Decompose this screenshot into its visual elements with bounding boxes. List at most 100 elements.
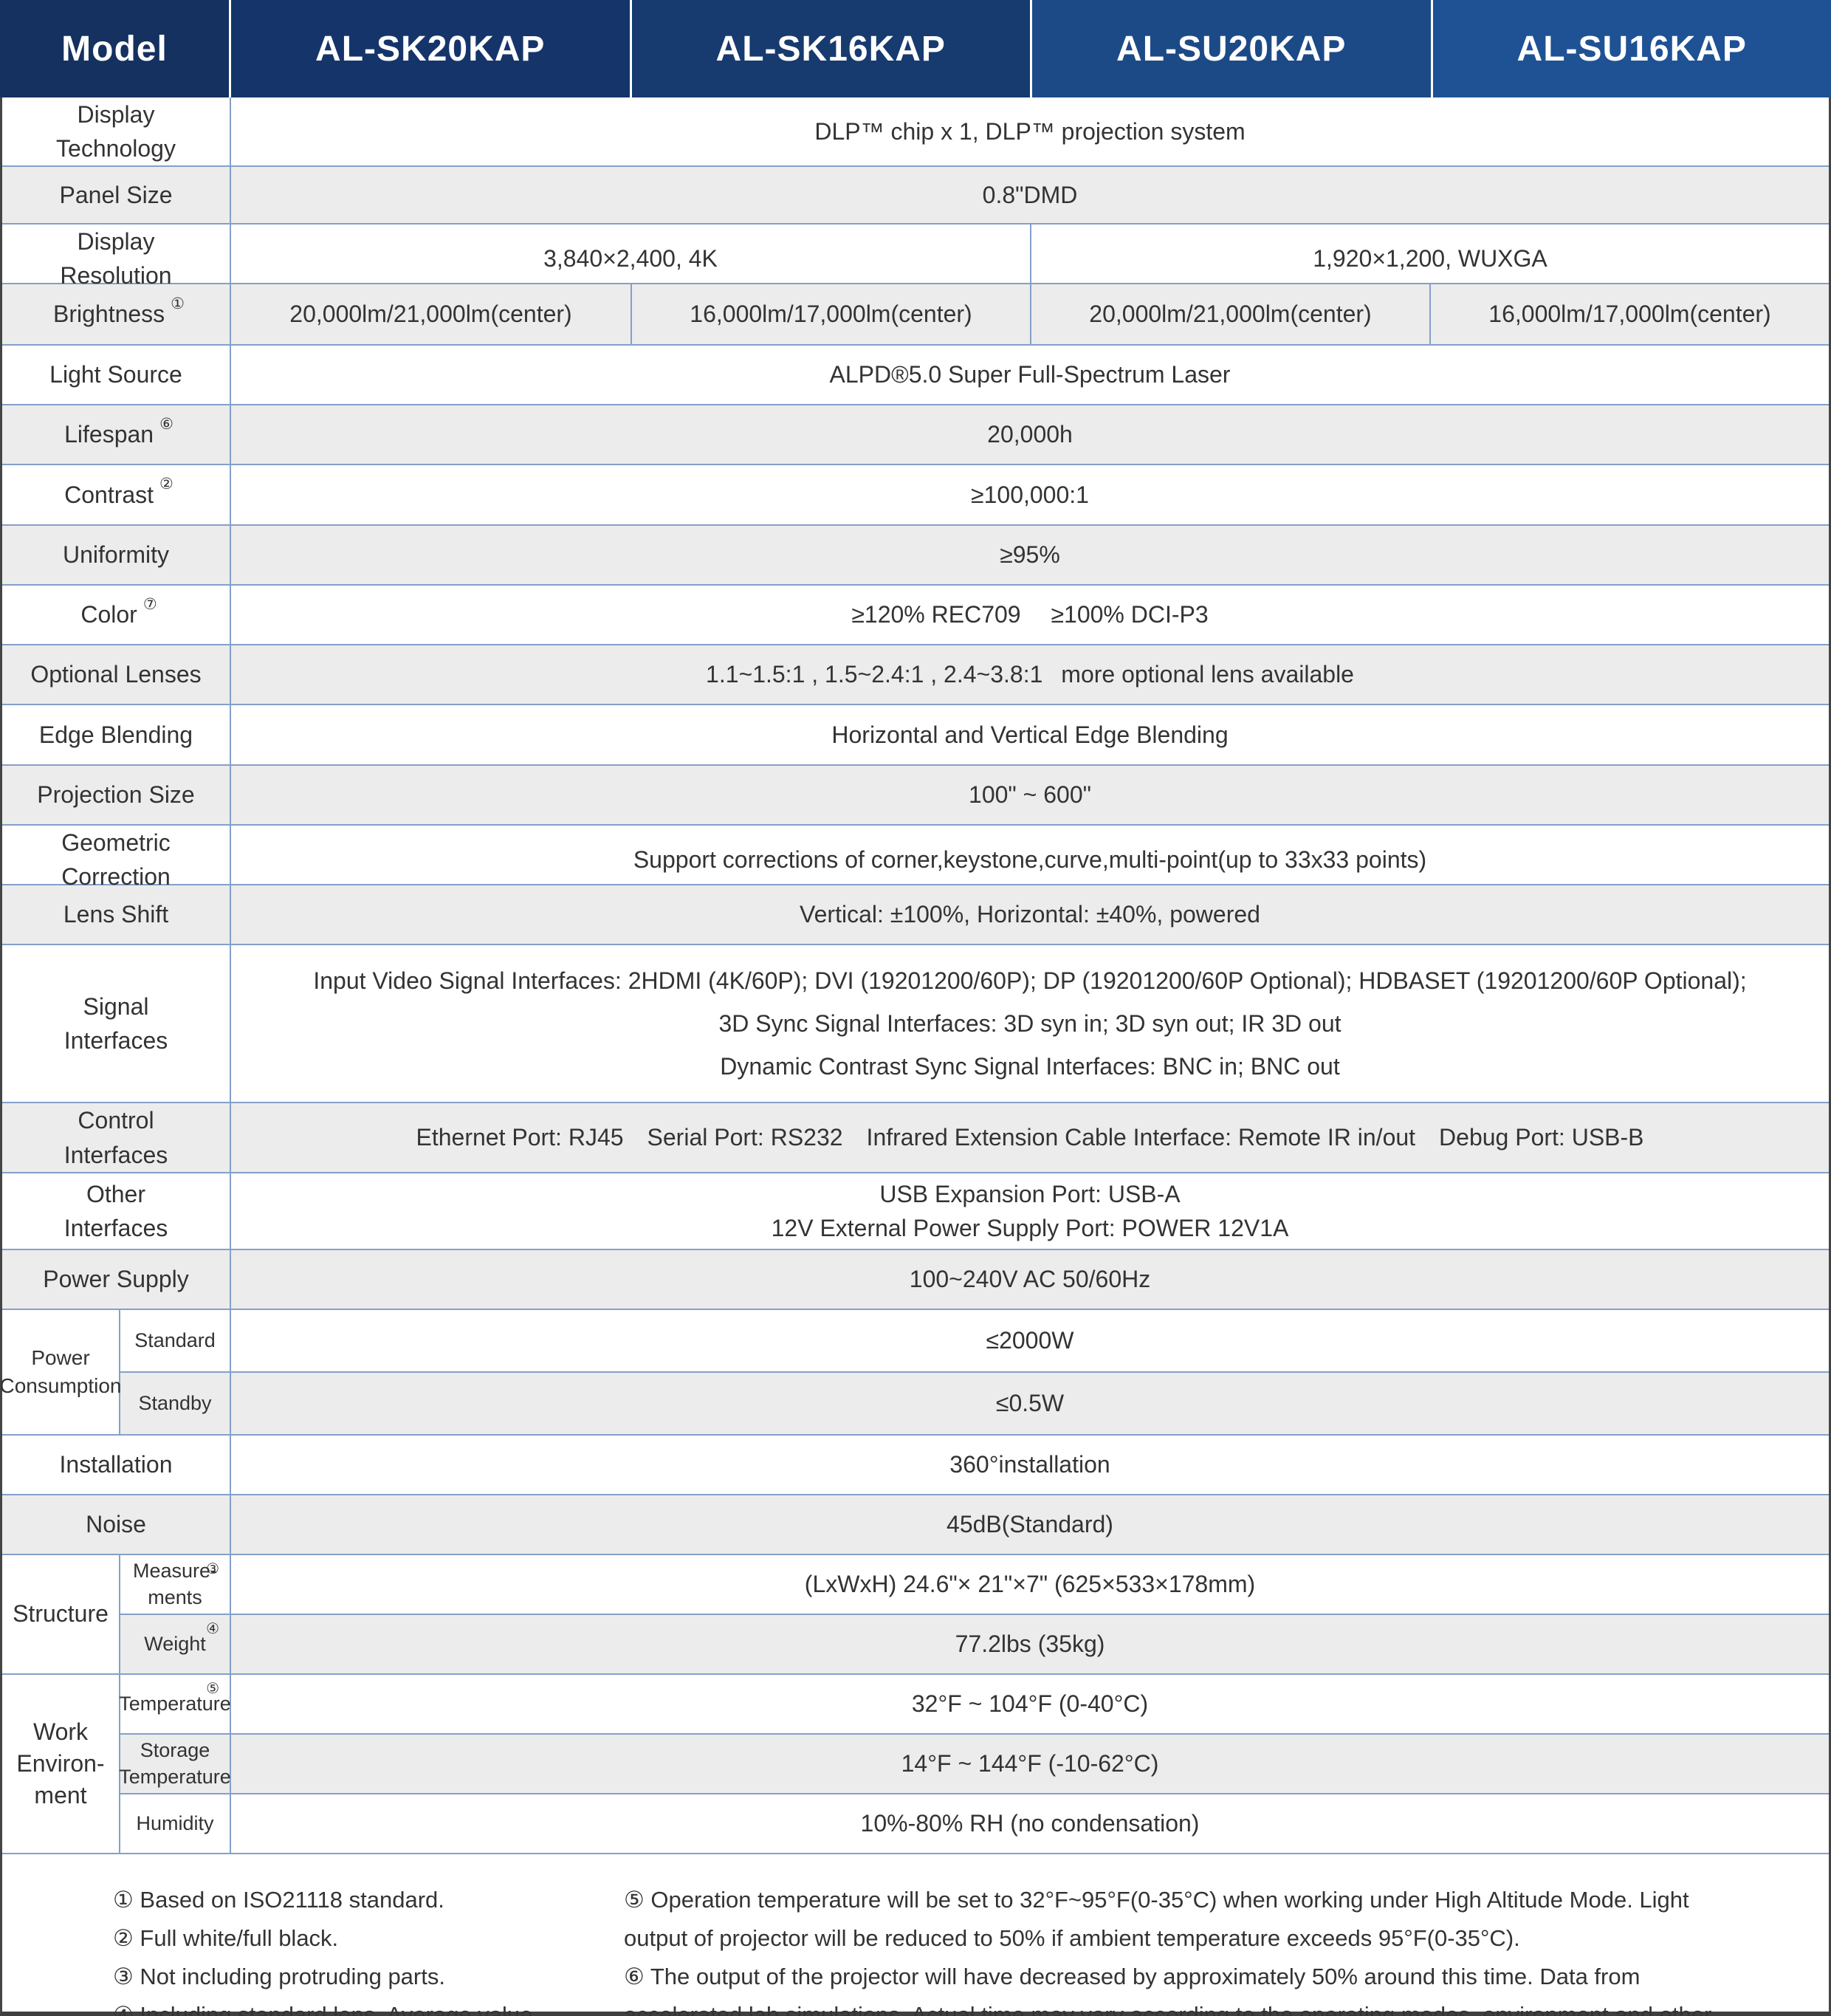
label-work-environment: Work Environ- ment	[2, 1675, 120, 1853]
label-color-text: Color	[80, 601, 137, 628]
label-display-resolution: Display Resolution	[2, 224, 231, 293]
label-temperature: Temperature ⑤	[119, 1675, 231, 1733]
section-work-environment: Work Environ- ment Temperature ⑤ 32°F ~ 1…	[2, 1675, 1829, 1854]
label-contrast-text: Contrast	[64, 481, 154, 508]
label-weight-text: Weight	[144, 1632, 206, 1655]
label-optional-lenses: Optional Lenses	[2, 645, 231, 704]
label-uniformity: Uniformity	[2, 526, 231, 584]
row-temperature: Temperature ⑤ 32°F ~ 104°F (0-40°C)	[119, 1675, 1829, 1733]
row-lifespan: Lifespan ⑥ 20,000h	[2, 405, 1829, 465]
header-model-al-su16kap: AL-SU16KAP	[1430, 0, 1831, 97]
label-light-source: Light Source	[2, 346, 231, 404]
footnotes-left-column: ① Based on ISO21118 standard. ② Full whi…	[113, 1881, 578, 2016]
value-brightness-su20: 20,000lm/21,000lm(center)	[1030, 284, 1429, 344]
label-structure: Structure	[2, 1555, 120, 1673]
section-power-consumption: Power Consumption Standard ≤2000W Standb…	[0, 1310, 1829, 1436]
label-power-supply: Power Supply	[2, 1250, 231, 1309]
value-weight: 77.2lbs (35kg)	[955, 1631, 1105, 1657]
footnotes-right-column: ⑤ Operation temperature will be set to 3…	[624, 1881, 1718, 2016]
table-body: Display Technology DLP™ chip x 1, DLP™ p…	[0, 97, 1831, 2016]
value-power-supply: 100~240V AC 50/60Hz	[909, 1266, 1151, 1293]
row-display-technology: Display Technology DLP™ chip x 1, DLP™ p…	[2, 97, 1829, 167]
row-power-standby: Standby ≤0.5W	[120, 1371, 1829, 1434]
label-contrast: Contrast ②	[2, 465, 231, 524]
label-color: Color ⑦	[2, 586, 231, 644]
label-storage-temperature: Storage Temperature	[119, 1735, 231, 1793]
footnote-5: ⑤ Operation temperature will be set to 3…	[624, 1887, 1689, 1951]
label-geometric-correction: Geometric Correction	[2, 826, 231, 894]
row-lens-shift: Lens Shift Vertical: ±100%, Horizontal: …	[2, 885, 1829, 945]
label-noise: Noise	[2, 1495, 231, 1554]
label-display-technology: Display Technology	[2, 97, 231, 166]
header-model-al-sk16kap: AL-SK16KAP	[629, 0, 1030, 97]
label-humidity: Humidity	[120, 1794, 231, 1853]
row-edge-blending: Edge Blending Horizontal and Vertical Ed…	[2, 705, 1829, 766]
value-control-interfaces: Ethernet Port: RJ45 Serial Port: RS232 I…	[416, 1124, 1644, 1151]
value-geometric-correction: Support corrections of corner,keystone,c…	[633, 846, 1427, 874]
value-panel-size: 0.8"DMD	[982, 181, 1078, 208]
row-display-resolution: Display Resolution 3,840×2,400, 4K 1,920…	[2, 224, 1829, 293]
footnote-marker-5: ⑤	[206, 1681, 219, 1697]
row-contrast: Contrast ② ≥100,000:1	[2, 465, 1829, 526]
header-model-label: Model	[0, 0, 229, 97]
footnote-marker-4: ④	[206, 1621, 219, 1637]
value-contrast: ≥100,000:1	[971, 481, 1089, 508]
value-color: ≥120% REC709 ≥100% DCI-P3	[851, 601, 1209, 628]
value-optional-lenses: 1.1~1.5:1 , 1.5~2.4:1 , 2.4~3.8:1 more o…	[706, 661, 1354, 688]
label-brightness: Brightness ①	[2, 284, 231, 344]
footnote-3: ③ Not including protruding parts.	[113, 1964, 445, 1989]
label-measurements-text: Measure- ments	[132, 1560, 218, 1608]
label-control-interfaces: Control Interfaces	[2, 1103, 231, 1172]
row-humidity: Humidity 10%-80% RH (no condensation)	[120, 1793, 1829, 1853]
value-temperature: 32°F ~ 104°F (0-40°C)	[911, 1690, 1149, 1717]
footnote-6: ⑥ The output of the projector will have …	[624, 1964, 1712, 2016]
section-structure: Structure Measure- ments ③ (LxWxH) 24.6"×…	[2, 1555, 1829, 1675]
value-measurements: (LxWxH) 24.6"× 21"×7" (625×533×178mm)	[804, 1571, 1256, 1597]
label-lens-shift: Lens Shift	[2, 885, 231, 944]
label-other-interfaces: Other Interfaces	[2, 1173, 231, 1249]
value-brightness-sk20: 20,000lm/21,000lm(center)	[289, 301, 572, 328]
value-power-standby: ≤0.5W	[995, 1390, 1065, 1416]
value-edge-blending: Horizontal and Vertical Edge Blending	[831, 721, 1229, 748]
header-model-al-su20kap: AL-SU20KAP	[1030, 0, 1431, 97]
row-geometric-correction: Geometric Correction Support corrections…	[2, 826, 1829, 894]
label-brightness-text: Brightness	[52, 301, 165, 328]
row-storage-temperature: Storage Temperature 14°F ~ 144°F (-10-62…	[119, 1733, 1829, 1793]
label-panel-size: Panel Size	[2, 167, 231, 223]
label-installation: Installation	[2, 1436, 231, 1494]
footnotes: ① Based on ISO21118 standard. ② Full whi…	[2, 1854, 1829, 2016]
value-projection-size: 100" ~ 600"	[969, 781, 1091, 809]
value-brightness-su16: 16,000lm/17,000lm(center)	[1429, 284, 1829, 344]
row-light-source: Light Source ALPD®5.0 Super Full-Spectru…	[2, 346, 1829, 405]
label-power-standby: Standby	[120, 1373, 231, 1434]
table-header: Model AL-SK20KAP AL-SK16KAP AL-SU20KAP A…	[0, 0, 1831, 97]
structure-rows: Measure- ments ③ (LxWxH) 24.6"× 21"×7" (6…	[120, 1555, 1829, 1673]
value-installation: 360°installation	[949, 1451, 1110, 1478]
value-lifespan: 20,000h	[987, 421, 1073, 448]
label-lifespan: Lifespan ⑥	[2, 405, 231, 464]
work-environment-rows: Temperature ⑤ 32°F ~ 104°F (0-40°C) Stora…	[119, 1675, 1829, 1853]
row-measurements: Measure- ments ③ (LxWxH) 24.6"× 21"×7" (6…	[120, 1555, 1829, 1614]
row-color: Color ⑦ ≥120% REC709 ≥100% DCI-P3	[2, 586, 1829, 645]
value-resolution-wuxga: 1,920×1,200, WUXGA	[1030, 224, 1829, 293]
footnote-2: ② Full white/full black.	[113, 1925, 339, 1951]
row-other-interfaces: Other Interfaces USB Expansion Port: USB…	[2, 1173, 1829, 1250]
row-control-interfaces: Control Interfaces Ethernet Port: RJ45 S…	[2, 1103, 1829, 1173]
row-panel-size: Panel Size 0.8"DMD	[2, 167, 1829, 224]
label-signal-interfaces: Signal Interfaces	[2, 945, 231, 1102]
value-resolution-4k: 3,840×2,400, 4K	[543, 245, 718, 272]
row-brightness: Brightness ① 20,000lm/21,000lm(center) 16…	[2, 284, 1829, 346]
row-noise: Noise 45dB(Standard)	[2, 1495, 1829, 1555]
footnote-marker-3: ③	[206, 1561, 219, 1577]
row-weight: Weight ④ 77.2lbs (35kg)	[120, 1614, 1829, 1673]
label-projection-size: Projection Size	[2, 766, 231, 824]
label-lifespan-text: Lifespan	[64, 421, 154, 448]
label-edge-blending: Edge Blending	[2, 705, 231, 764]
header-model-al-sk20kap: AL-SK20KAP	[229, 0, 630, 97]
row-uniformity: Uniformity ≥95%	[2, 526, 1829, 586]
value-humidity: 10%-80% RH (no condensation)	[860, 1810, 1200, 1837]
value-noise: 45dB(Standard)	[947, 1511, 1113, 1538]
row-installation: Installation 360°installation	[2, 1436, 1829, 1495]
row-power-standard: Standard ≤2000W	[120, 1310, 1829, 1371]
value-uniformity: ≥95%	[1000, 541, 1060, 569]
